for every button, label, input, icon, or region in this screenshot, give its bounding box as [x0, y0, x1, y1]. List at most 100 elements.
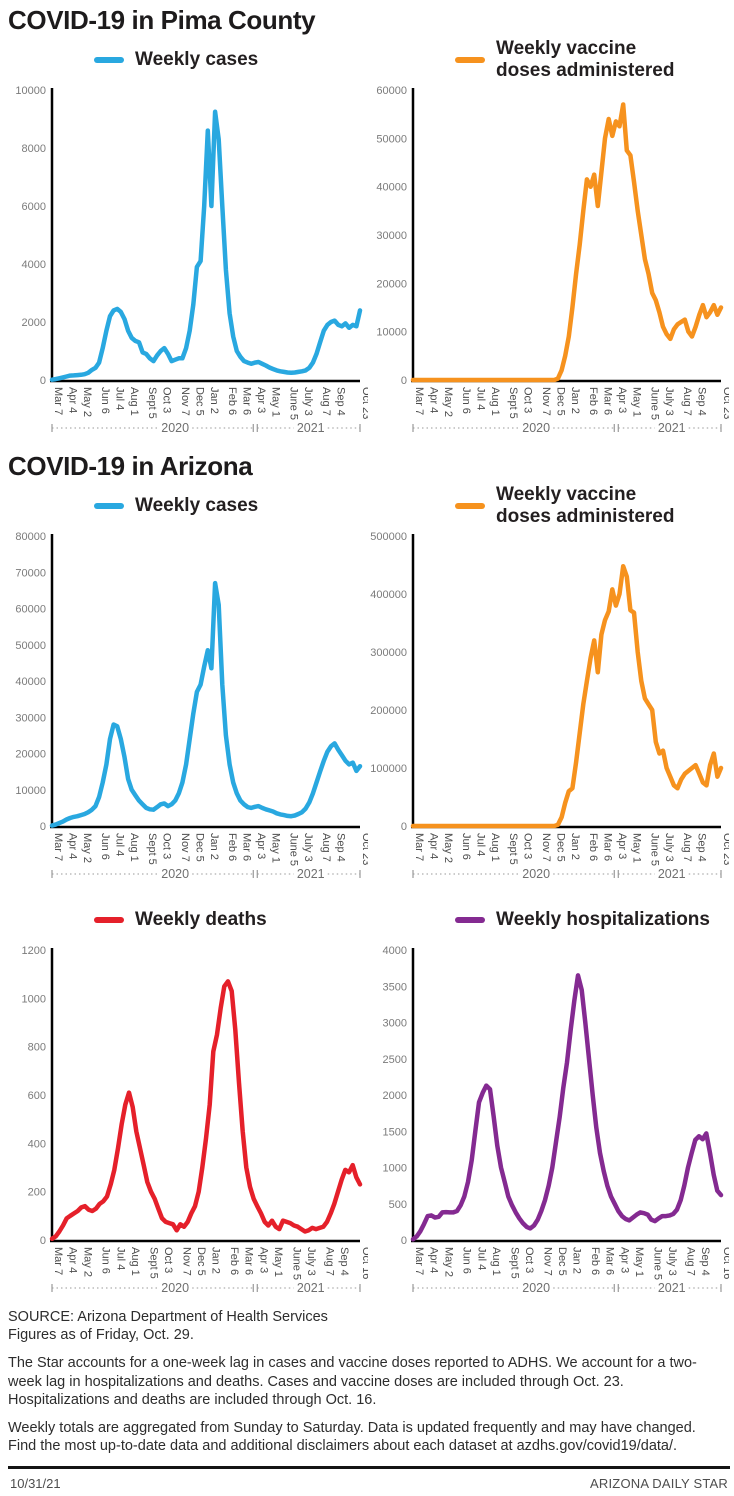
svg-text:2021: 2021 — [658, 867, 686, 881]
svg-text:June 5: June 5 — [651, 1247, 663, 1280]
svg-text:2000: 2000 — [383, 1090, 407, 1102]
svg-text:Mar 7: Mar 7 — [52, 387, 64, 415]
svg-text:Aug 7: Aug 7 — [684, 1247, 696, 1276]
svg-text:20000: 20000 — [15, 748, 46, 760]
svg-text:May 2: May 2 — [81, 833, 93, 863]
svg-text:Mar 6: Mar 6 — [240, 833, 252, 861]
legend-az-hospitalizations: Weekly hospitalizations — [455, 896, 730, 944]
svg-text:Jan 2: Jan 2 — [208, 387, 220, 414]
svg-text:June 5: June 5 — [288, 387, 300, 420]
dateline-row: 10/31/21 ARIZONA DAILY STAR — [8, 1469, 730, 1491]
svg-text:Jul 4: Jul 4 — [475, 387, 487, 410]
svg-text:Mar 6: Mar 6 — [604, 1247, 616, 1275]
svg-text:May 2: May 2 — [81, 1247, 93, 1277]
svg-text:May 2: May 2 — [442, 833, 454, 863]
svg-text:Apr 3: Apr 3 — [255, 833, 267, 859]
legend-line-swatch — [455, 502, 485, 509]
svg-text:Oct 3: Oct 3 — [161, 833, 173, 859]
svg-text:Sept 5: Sept 5 — [146, 387, 158, 419]
svg-text:2020: 2020 — [522, 421, 550, 435]
footer-divider — [8, 1465, 730, 1469]
disclaimer-lag: The Star accounts for a one-week lag in … — [8, 1355, 697, 1408]
svg-text:3500: 3500 — [383, 981, 407, 993]
legend-line-swatch — [455, 916, 485, 923]
publication-brand: ARIZONA DAILY STAR — [590, 1475, 728, 1491]
svg-text:Sep 4: Sep 4 — [335, 833, 347, 862]
svg-text:Feb 6: Feb 6 — [226, 833, 238, 861]
svg-text:1000: 1000 — [22, 993, 46, 1005]
svg-text:Jan 2: Jan 2 — [208, 833, 220, 860]
svg-text:Aug 7: Aug 7 — [681, 833, 693, 862]
svg-text:Oct 16: Oct 16 — [721, 1247, 729, 1279]
svg-text:0: 0 — [401, 821, 407, 833]
svg-text:4000: 4000 — [22, 259, 46, 271]
svg-text:Apr 3: Apr 3 — [616, 387, 628, 413]
svg-text:Sept 5: Sept 5 — [507, 387, 519, 419]
svg-text:70000: 70000 — [15, 567, 46, 579]
line-chart-az-hospitalizations: 0 500 1000 1500 2000 2500 3000 3500 4000 Mar 7 Apr… — [369, 944, 730, 1304]
svg-text:Apr 4: Apr 4 — [67, 387, 79, 413]
svg-text:200: 200 — [28, 1186, 46, 1198]
svg-text:1500: 1500 — [383, 1126, 407, 1138]
svg-text:July 3: July 3 — [663, 833, 675, 862]
svg-text:Sep 4: Sep 4 — [696, 833, 708, 862]
svg-text:2020: 2020 — [522, 1281, 550, 1295]
svg-text:Aug 7: Aug 7 — [320, 833, 332, 862]
svg-text:Sep 4: Sep 4 — [335, 387, 347, 416]
svg-text:Aug 7: Aug 7 — [681, 387, 693, 416]
svg-text:Feb 6: Feb 6 — [587, 833, 599, 861]
svg-text:July 3: July 3 — [663, 387, 675, 416]
line-chart-az-vaccines: 0 100000 200000 300000 400000 500000 Mar 7 Apr … — [369, 530, 730, 890]
svg-text:Jul 4: Jul 4 — [114, 387, 126, 410]
svg-text:2020: 2020 — [522, 867, 550, 881]
svg-text:0: 0 — [401, 375, 407, 387]
svg-text:Aug 1: Aug 1 — [489, 387, 501, 416]
svg-text:May 1: May 1 — [269, 387, 281, 417]
svg-text:2020: 2020 — [161, 421, 189, 435]
section-title-pima-county: COVID-19 in Pima County — [8, 5, 316, 35]
charts-row-pima: Weekly cases 0 2000 4000 6000 8000 10000 Mar 7… — [8, 36, 730, 444]
svg-text:May 1: May 1 — [272, 1247, 284, 1277]
svg-text:400: 400 — [28, 1138, 46, 1150]
svg-text:Dec 5: Dec 5 — [193, 387, 205, 416]
svg-text:2021: 2021 — [297, 867, 325, 881]
chart-arizona-weekly-hospitalizations: Weekly hospitalizations 0 500 1000 1500 2000… — [369, 896, 730, 1304]
svg-text:Apr 4: Apr 4 — [428, 1247, 440, 1273]
legend-label: Weekly cases — [135, 48, 259, 70]
section-title-arizona: COVID-19 in Arizona — [8, 450, 253, 481]
svg-text:10000: 10000 — [15, 785, 46, 797]
svg-text:Sept 5: Sept 5 — [507, 833, 519, 865]
chart-pima-vaccine-doses: Weekly vaccine doses administered 0 10000… — [369, 36, 730, 444]
svg-text:3000: 3000 — [383, 1017, 407, 1029]
svg-text:Nov 7: Nov 7 — [179, 833, 191, 862]
svg-text:Jul 4: Jul 4 — [114, 833, 126, 856]
svg-text:Jan 2: Jan 2 — [569, 387, 581, 414]
svg-text:Mar 7: Mar 7 — [52, 833, 64, 861]
svg-text:Oct 3: Oct 3 — [523, 1247, 535, 1273]
svg-text:May 1: May 1 — [269, 833, 281, 863]
svg-text:May 1: May 1 — [633, 1247, 645, 1277]
svg-text:60000: 60000 — [376, 85, 407, 97]
svg-text:Dec 5: Dec 5 — [554, 387, 566, 416]
svg-text:300000: 300000 — [370, 647, 407, 659]
svg-text:Aug 1: Aug 1 — [128, 833, 140, 862]
svg-text:0: 0 — [401, 1235, 407, 1247]
svg-text:Apr 4: Apr 4 — [67, 1247, 79, 1273]
charts-row-arizona-bottom: Weekly deaths 0 200 400 600 800 1000 1200 Mar 7… — [8, 896, 730, 1304]
svg-text:Feb 6: Feb 6 — [228, 1247, 240, 1275]
svg-text:400000: 400000 — [370, 589, 407, 601]
svg-text:May 1: May 1 — [630, 833, 642, 863]
svg-text:Mar 6: Mar 6 — [243, 1247, 255, 1275]
source-line: SOURCE: Arizona Department of Health Ser… — [8, 1308, 328, 1325]
svg-text:30000: 30000 — [15, 712, 46, 724]
legend-line-swatch — [94, 56, 124, 63]
svg-text:July 3: July 3 — [302, 387, 314, 416]
svg-text:Aug 1: Aug 1 — [128, 387, 140, 416]
svg-text:Feb 6: Feb 6 — [589, 1247, 601, 1275]
svg-text:Aug 1: Aug 1 — [129, 1247, 141, 1276]
svg-text:Mar 6: Mar 6 — [240, 387, 252, 415]
svg-text:Oct 23: Oct 23 — [721, 833, 729, 865]
svg-text:Apr 4: Apr 4 — [67, 833, 79, 859]
svg-text:40000: 40000 — [376, 182, 407, 194]
